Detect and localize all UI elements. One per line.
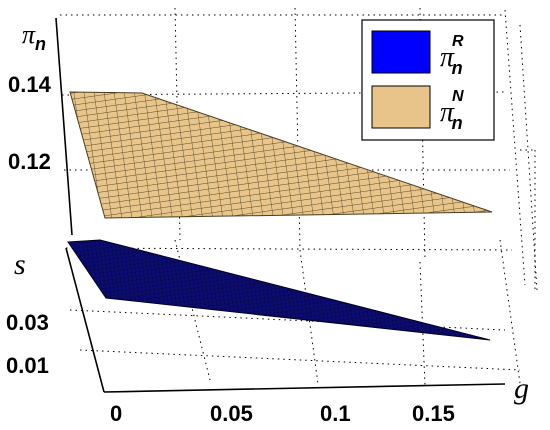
grid-line <box>294 7 301 251</box>
g-tick-label: 0.05 <box>210 401 253 426</box>
axes <box>55 17 506 393</box>
g-axis-label: g <box>514 372 529 405</box>
g-tick-label: 0.15 <box>412 401 455 426</box>
depth-axis-line <box>65 247 105 393</box>
surface-pi-n-R <box>67 239 491 341</box>
grid-line <box>519 24 538 291</box>
g-tick-label: 0 <box>110 401 122 426</box>
grid-line <box>69 309 506 331</box>
legend-swatch-R <box>371 30 431 74</box>
tick-labels: 0.14 0.12 0.03 0.01 0 0.05 0.1 0.15 <box>6 72 455 426</box>
legend-label-R: πR n <box>440 33 464 78</box>
legend-swatch-N <box>371 85 431 129</box>
z-tick-label: 0.14 <box>8 72 52 97</box>
s-axis-label: s <box>14 248 26 281</box>
legend-label-N: πN n <box>440 88 464 133</box>
grid-line <box>419 7 426 261</box>
legend: πR n πN n <box>361 19 495 141</box>
z-tick-label: 0.12 <box>8 149 51 174</box>
g-axis-line <box>103 383 506 393</box>
grid-line <box>174 239 211 381</box>
g-tick-label: 0.1 <box>320 401 351 426</box>
z-axis-line <box>55 17 73 236</box>
grid-line <box>79 349 521 371</box>
grid-line <box>504 9 526 286</box>
s-tick-label: 0.01 <box>6 353 49 378</box>
grid-line <box>299 249 319 385</box>
grid-line <box>499 239 521 384</box>
s-tick-label: 0.03 <box>6 310 49 335</box>
z-axis-label: πn <box>22 20 46 54</box>
surface-pi-n-N <box>69 91 493 219</box>
